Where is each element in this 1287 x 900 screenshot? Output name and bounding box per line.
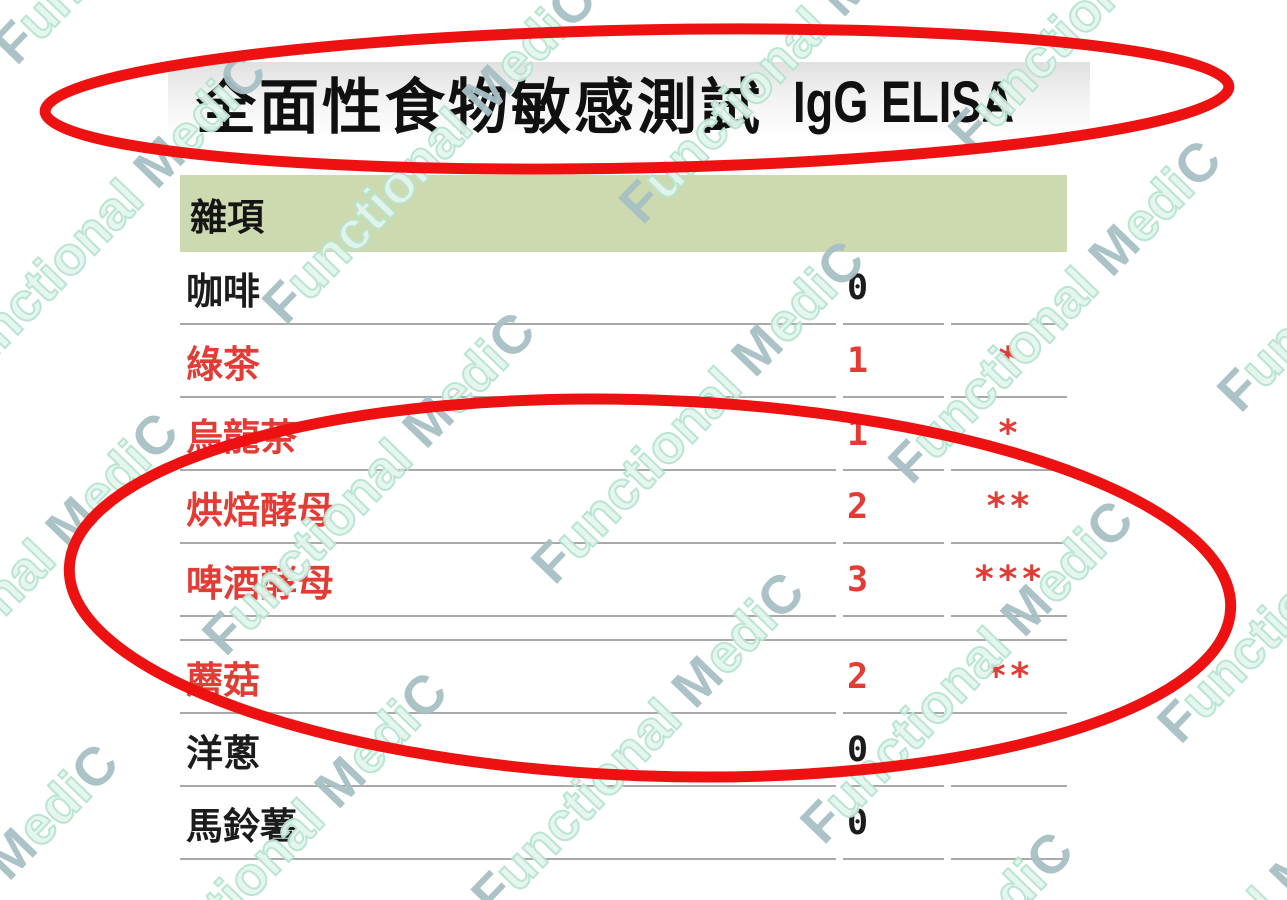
page-title-latin: IgG ELISA bbox=[793, 70, 1015, 135]
score-value: 1 bbox=[843, 398, 944, 471]
reactivity-stars bbox=[951, 252, 1067, 325]
food-label: 烘焙酵母 bbox=[180, 471, 836, 544]
reactivity-stars: ** bbox=[951, 641, 1067, 714]
reactivity-stars: ** bbox=[951, 471, 1067, 544]
score-value: 2 bbox=[843, 471, 944, 544]
results-table: 雜項 咖啡 0 綠茶 1 * 烏龍茶 1 * 烘焙酵母 2 ** 啤酒酵母 3 … bbox=[180, 175, 1067, 860]
score-value: 0 bbox=[843, 252, 944, 325]
food-label: 蘑菇 bbox=[180, 641, 836, 714]
table-row: 啤酒酵母 3 *** bbox=[180, 544, 1067, 617]
table-row: 烏龍茶 1 * bbox=[180, 398, 1067, 471]
table-row: 洋蔥 0 bbox=[180, 714, 1067, 787]
food-label: 綠茶 bbox=[180, 325, 836, 398]
score-value: 1 bbox=[843, 325, 944, 398]
score-value: 2 bbox=[843, 641, 944, 714]
page-title: 全面性食物敏感測試 IgG ELISA bbox=[196, 62, 1077, 143]
page-title-cjk: 全面性食物敏感測試 bbox=[196, 73, 763, 143]
food-label: 烏龍茶 bbox=[180, 398, 836, 471]
reactivity-stars bbox=[951, 714, 1067, 787]
table-category-header: 雜項 bbox=[180, 175, 1067, 252]
table-row: 綠茶 1 * bbox=[180, 325, 1067, 398]
food-label: 馬鈴薯 bbox=[180, 787, 836, 860]
page-break-spacer bbox=[180, 617, 1067, 641]
reactivity-stars: * bbox=[951, 398, 1067, 471]
food-label: 啤酒酵母 bbox=[180, 544, 836, 617]
table-row: 咖啡 0 bbox=[180, 252, 1067, 325]
food-label: 洋蔥 bbox=[180, 714, 836, 787]
food-label: 咖啡 bbox=[180, 252, 836, 325]
table-row: 馬鈴薯 0 bbox=[180, 787, 1067, 860]
table-row: 烘焙酵母 2 ** bbox=[180, 471, 1067, 544]
reactivity-stars bbox=[951, 787, 1067, 860]
score-value: 0 bbox=[843, 787, 944, 860]
score-value: 3 bbox=[843, 544, 944, 617]
reactivity-stars: * bbox=[951, 325, 1067, 398]
table-row: 蘑菇 2 ** bbox=[180, 641, 1067, 714]
reactivity-stars: *** bbox=[951, 544, 1067, 617]
score-value: 0 bbox=[843, 714, 944, 787]
